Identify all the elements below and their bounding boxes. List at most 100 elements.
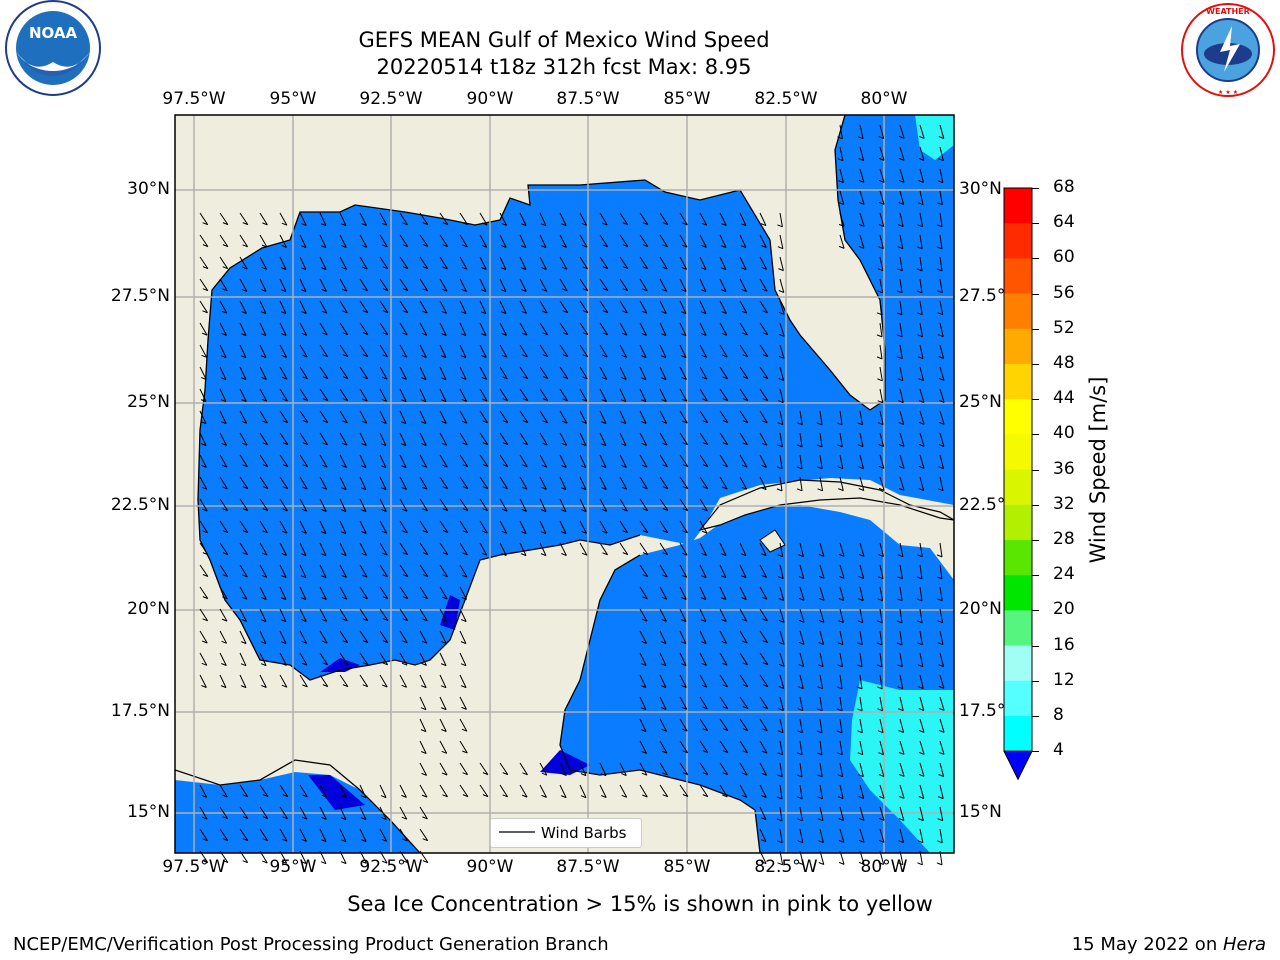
wind-barb-flag: [262, 860, 268, 864]
wind-barb: [679, 366, 687, 380]
wind-barb: [919, 740, 925, 755]
wind-barb: [839, 762, 844, 777]
wind-barb: [279, 806, 288, 820]
wind-barb-flag: [361, 531, 367, 534]
wind-barb: [739, 784, 748, 798]
wind-barb: [539, 762, 548, 776]
wind-barb-flag: [242, 244, 248, 248]
wind-barb-flag: [837, 796, 844, 800]
wind-barb: [339, 498, 347, 512]
wind-barb: [759, 652, 769, 665]
wind-barb: [619, 212, 629, 225]
wind-barb: [539, 322, 549, 336]
wind-barb-flag: [761, 487, 767, 491]
wind-barb: [719, 278, 727, 292]
wind-barb-flag: [200, 399, 207, 403]
wind-barb: [799, 476, 803, 491]
lon-tick-label-bottom: 87.5°W: [556, 857, 620, 877]
wind-barb: [419, 608, 428, 622]
lat-tick-label-right: 15°N: [959, 802, 1002, 822]
wind-barb: [359, 630, 369, 643]
wind-barb: [199, 586, 209, 599]
wind-barb-flag: [341, 596, 348, 600]
wind-barb: [479, 300, 487, 314]
wind-barb-flag: [301, 640, 307, 644]
wind-barb: [259, 454, 269, 467]
wind-barb-flag: [878, 774, 885, 777]
wind-barb: [479, 520, 488, 534]
wind-barb-flag: [621, 332, 628, 336]
wind-barb-flag: [818, 597, 825, 601]
wind-barb-flag: [701, 684, 708, 688]
wind-barb-flag: [898, 795, 905, 799]
wind-barb: [259, 388, 268, 402]
wind-barb-flag: [917, 312, 923, 316]
wind-barb: [459, 256, 468, 270]
wind-barb-flag: [680, 619, 687, 623]
wind-barb: [799, 564, 805, 579]
wind-barb-flag: [760, 861, 767, 865]
wind-barb: [359, 410, 368, 424]
wind-barb-flag: [520, 553, 527, 557]
wind-barb: [539, 366, 549, 379]
wind-barb: [579, 432, 587, 446]
wind-barb: [319, 322, 328, 336]
wind-barb-flag: [520, 245, 527, 249]
wind-barb: [739, 630, 748, 644]
wind-barb: [619, 762, 627, 776]
wind-barb: [419, 586, 429, 599]
wind-barb-flag: [322, 662, 328, 666]
wind-barb: [919, 806, 924, 821]
wind-barb: [679, 520, 688, 534]
wind-barb-flag: [898, 157, 905, 161]
wind-barb: [319, 344, 329, 357]
wind-barb-flag: [877, 620, 883, 624]
wind-barb: [719, 564, 727, 578]
wind-barb: [259, 410, 268, 424]
wind-barb: [919, 432, 925, 447]
wind-barb-flag: [662, 530, 668, 534]
wind-barb-flag: [918, 708, 924, 711]
wind-barb: [259, 564, 268, 578]
wind-barb: [379, 608, 389, 621]
wind-barb: [239, 586, 248, 600]
wind-barb: [319, 520, 327, 534]
wind-barb: [419, 432, 427, 446]
wind-barb: [819, 454, 823, 469]
wind-barb-flag: [522, 464, 528, 468]
wind-barb: [879, 410, 884, 425]
wind-barb: [699, 344, 708, 358]
wind-barb-flag: [320, 839, 327, 843]
wind-barb: [759, 366, 769, 379]
wind-barb: [379, 278, 389, 291]
wind-barb: [419, 256, 429, 269]
wind-barb-flag: [878, 136, 884, 139]
wind-barb-flag: [361, 839, 367, 843]
wind-barb-flag: [938, 774, 944, 777]
wind-barb-flag: [797, 840, 803, 844]
wind-barb-flag: [837, 664, 843, 668]
wind-barb: [559, 432, 568, 446]
wind-barb: [279, 784, 289, 797]
colorbar-segment: [1004, 716, 1032, 752]
wind-barb-flag: [282, 486, 288, 490]
wind-barb-flag: [602, 354, 608, 358]
wind-barb: [399, 256, 409, 269]
wind-barb: [459, 322, 467, 336]
wind-barb-flag: [242, 530, 249, 534]
wind-barb-flag: [442, 794, 448, 798]
wind-barb: [359, 520, 367, 534]
wind-barb: [459, 652, 467, 666]
wind-barb: [219, 784, 228, 798]
wind-barb-flag: [201, 354, 207, 358]
wind-barb: [739, 212, 747, 226]
wind-barb: [599, 410, 607, 424]
wind-barb: [499, 542, 507, 556]
wind-barb-flag: [878, 246, 884, 250]
wind-barb-flag: [937, 202, 943, 206]
wind-barb-flag: [581, 222, 587, 226]
wind-barb: [739, 696, 749, 709]
wind-barb: [819, 674, 824, 689]
wind-barb-flag: [798, 686, 804, 690]
wind-barb: [659, 476, 669, 489]
